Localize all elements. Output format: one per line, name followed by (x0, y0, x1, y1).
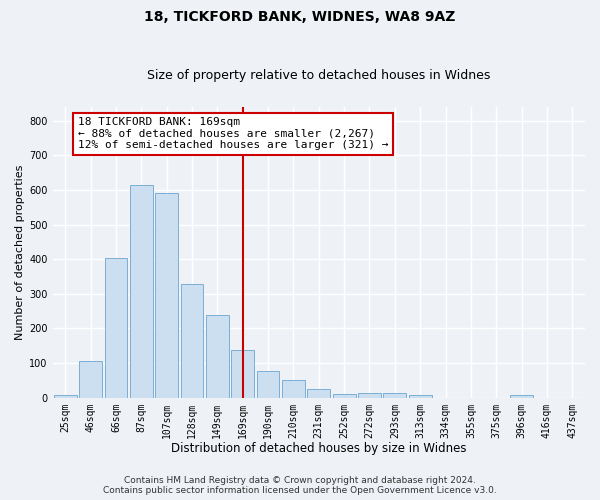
Bar (358, 392, 381, 398)
Bar (510, 396, 533, 398)
X-axis label: Distribution of detached houses by size in Widnes: Distribution of detached houses by size … (171, 442, 467, 455)
Bar (333, 394, 356, 398)
Text: Contains HM Land Registry data © Crown copyright and database right 2024.
Contai: Contains HM Land Registry data © Crown c… (103, 476, 497, 495)
Text: 18, TICKFORD BANK, WIDNES, WA8 9AZ: 18, TICKFORD BANK, WIDNES, WA8 9AZ (145, 10, 455, 24)
Bar (206, 316, 229, 398)
Bar (155, 192, 178, 398)
Title: Size of property relative to detached houses in Widnes: Size of property relative to detached ho… (147, 69, 490, 82)
Bar (79, 362, 102, 398)
Text: 18 TICKFORD BANK: 169sqm
← 88% of detached houses are smaller (2,267)
12% of sem: 18 TICKFORD BANK: 169sqm ← 88% of detach… (78, 117, 388, 150)
Y-axis label: Number of detached properties: Number of detached properties (15, 164, 25, 340)
Bar (181, 284, 203, 398)
Bar (104, 258, 127, 398)
Bar (54, 396, 77, 398)
Bar (231, 350, 254, 398)
Bar (383, 392, 406, 398)
Bar (257, 371, 280, 398)
Bar (282, 380, 305, 398)
Bar (307, 389, 330, 398)
Bar (409, 396, 431, 398)
Bar (130, 186, 152, 398)
